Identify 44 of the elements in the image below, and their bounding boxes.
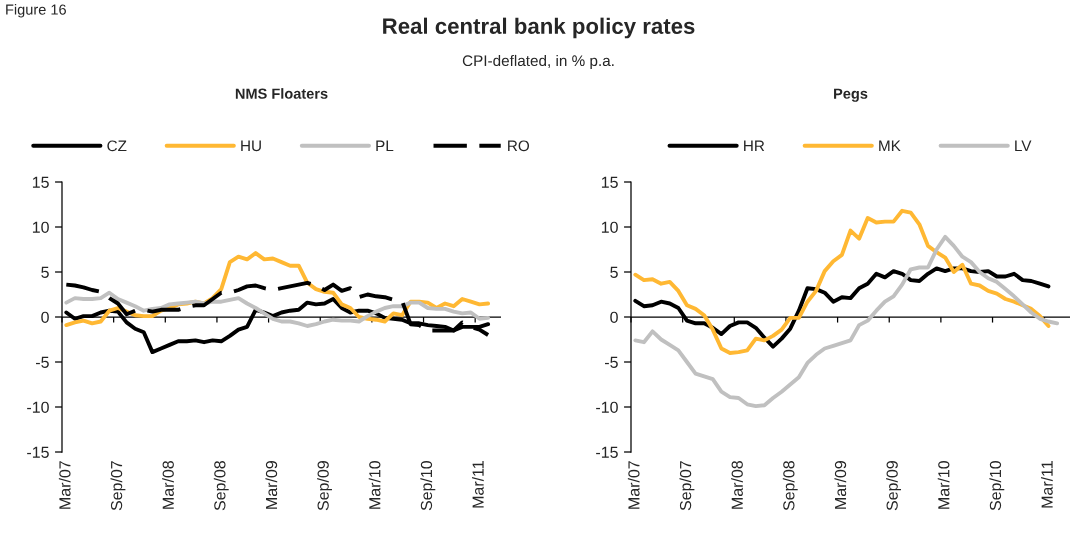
y-tick-label: -10 xyxy=(596,401,618,413)
y-tick-label: -5 xyxy=(36,356,49,368)
legend-label: RO xyxy=(508,140,530,152)
x-tick-label: Mar/08 xyxy=(731,461,743,509)
x-tick-label: Mar/10 xyxy=(368,460,381,509)
legend-label: MK xyxy=(879,140,901,152)
y-tick-label: 0 xyxy=(610,311,618,323)
y-tick-label: -15 xyxy=(27,446,49,458)
x-tick-label: Mar/11 xyxy=(1041,461,1053,508)
legend-label: PL xyxy=(376,140,394,152)
x-tick-label: Sep/07 xyxy=(110,461,126,511)
legend-label: HU xyxy=(241,140,261,152)
text: Real central bank policy rates xyxy=(383,17,695,39)
x-tick-label: Sep/09 xyxy=(317,461,332,511)
x-tick-label: Sep/09 xyxy=(886,461,901,511)
x-tick-label: Sep/08 xyxy=(213,461,229,511)
y-tick-label: 15 xyxy=(601,176,618,188)
y-tick-label: 15 xyxy=(32,176,49,188)
x-tick-label: Mar/07 xyxy=(627,461,640,509)
y-tick-label: 10 xyxy=(601,221,618,233)
x-tick-label: Sep/07 xyxy=(679,461,695,511)
chart-title: NMS Floaters xyxy=(235,88,328,99)
legend-label: LV xyxy=(1015,140,1032,152)
y-tick-label: -15 xyxy=(596,446,618,458)
y-tick-label: -5 xyxy=(605,356,618,368)
x-tick-label: Mar/10 xyxy=(937,460,950,509)
text: CPI-deflated, in % p.a. xyxy=(462,54,614,70)
x-tick-label: Sep/08 xyxy=(782,461,798,511)
x-tick-label: Mar/11 xyxy=(472,461,484,508)
y-tick-label: 0 xyxy=(41,311,49,323)
x-tick-label: Mar/08 xyxy=(162,461,174,509)
y-tick-label: 5 xyxy=(41,266,49,278)
x-tick-label: Mar/09 xyxy=(834,461,847,509)
caption: Figure 16 xyxy=(6,4,66,18)
legend-label: HR xyxy=(744,140,765,152)
legend-label: CZ xyxy=(107,140,127,152)
y-tick-label: 5 xyxy=(610,266,618,278)
x-tick-label: Sep/10 xyxy=(420,460,436,511)
y-tick-label: -10 xyxy=(27,401,49,413)
x-tick-label: Mar/09 xyxy=(265,461,278,509)
x-tick-label: Sep/10 xyxy=(989,460,1005,511)
chart-title: Pegs xyxy=(834,88,868,102)
x-tick-label: Mar/07 xyxy=(58,461,71,509)
y-tick-label: 10 xyxy=(32,221,49,233)
